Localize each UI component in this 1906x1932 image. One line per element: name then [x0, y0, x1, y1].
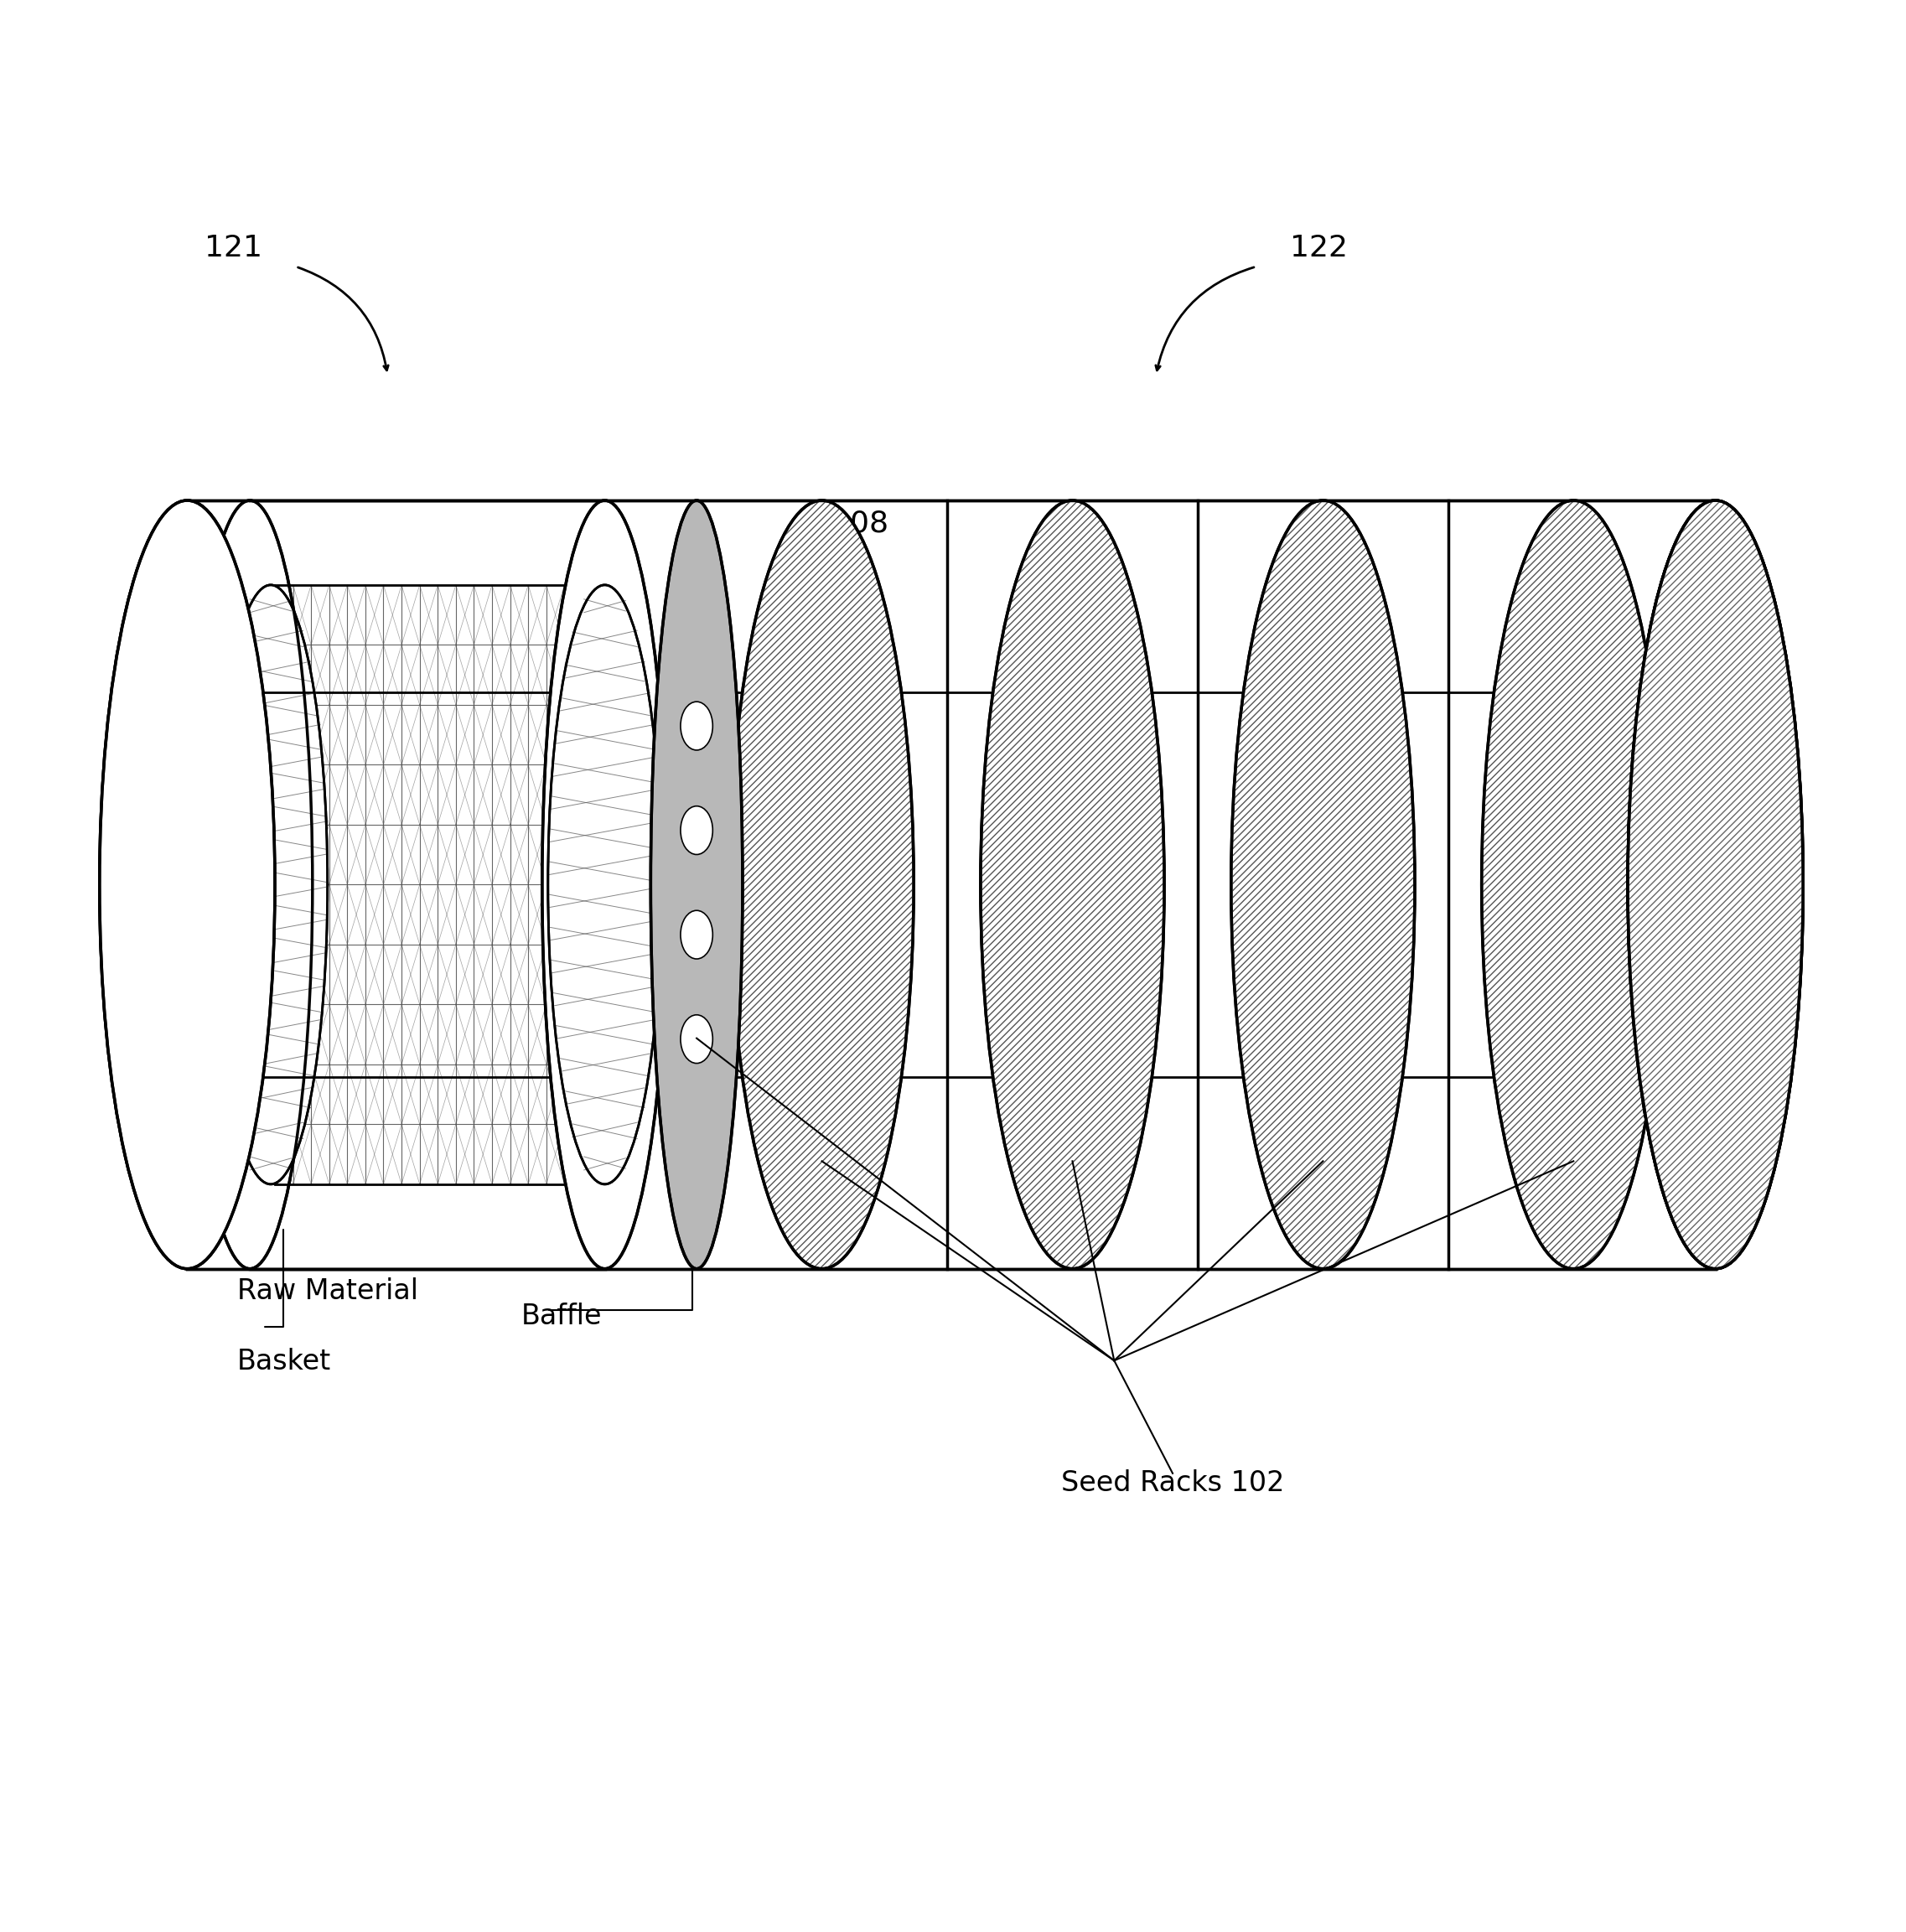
Ellipse shape [680, 806, 713, 854]
Text: Baffle: Baffle [520, 1302, 602, 1329]
Ellipse shape [99, 500, 274, 1269]
Ellipse shape [541, 500, 667, 1269]
Ellipse shape [680, 1014, 713, 1063]
Ellipse shape [1481, 500, 1666, 1269]
Text: Raw Material: Raw Material [238, 1277, 417, 1304]
Text: 108: 108 [831, 508, 888, 537]
Ellipse shape [980, 500, 1165, 1269]
Text: 121: 121 [204, 234, 263, 263]
Ellipse shape [680, 910, 713, 958]
Ellipse shape [549, 585, 661, 1184]
Ellipse shape [187, 500, 313, 1269]
Ellipse shape [213, 585, 328, 1184]
Ellipse shape [650, 500, 743, 1269]
Ellipse shape [1628, 500, 1803, 1269]
Ellipse shape [1628, 500, 1803, 1269]
Text: FIG. 1B: FIG. 1B [1734, 962, 1778, 1142]
Ellipse shape [99, 500, 274, 1269]
Text: Basket: Basket [238, 1349, 332, 1376]
Ellipse shape [680, 701, 713, 750]
Text: 122: 122 [1290, 234, 1348, 263]
Text: Seed Racks 102: Seed Racks 102 [1062, 1468, 1285, 1497]
Ellipse shape [730, 500, 913, 1269]
Ellipse shape [1231, 500, 1414, 1269]
